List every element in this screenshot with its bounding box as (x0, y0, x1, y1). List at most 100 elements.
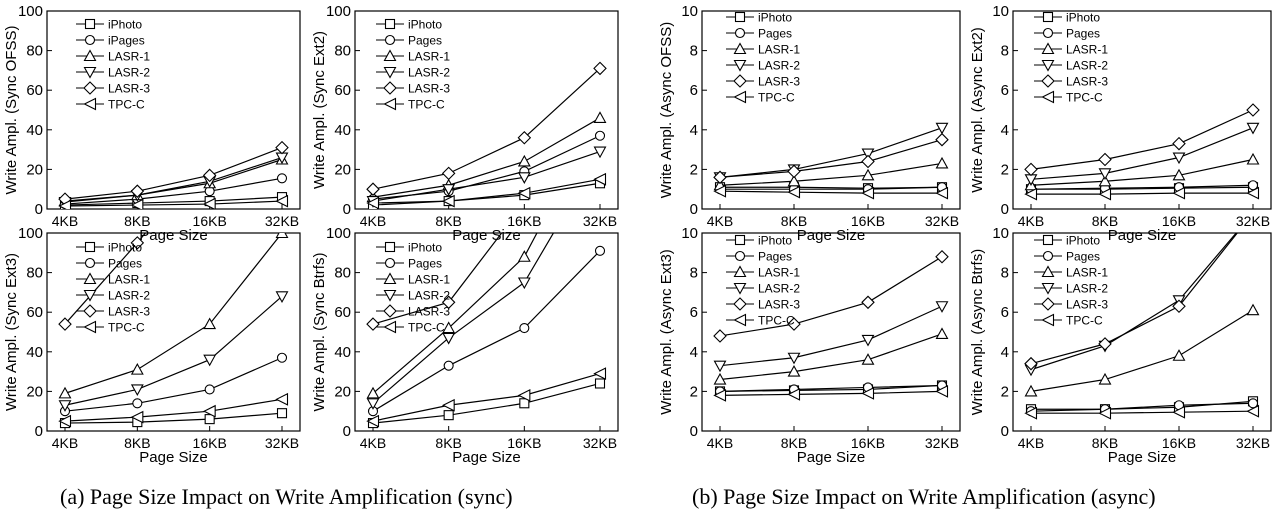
data-point (441, 194, 455, 208)
series-line-3 (1030, 158, 1254, 186)
y-tick-label: 4 (690, 122, 698, 139)
y-tick-label: 0 (343, 423, 351, 440)
legend-entry: LASR-3 (1066, 75, 1108, 89)
data-point (935, 249, 949, 264)
data-point (935, 385, 949, 398)
data-point (593, 172, 607, 186)
legend-marker (1042, 11, 1054, 23)
x-tick-label: 32KB (1236, 435, 1270, 451)
data-point (713, 170, 727, 185)
legend-marker (1041, 59, 1055, 72)
legend-marker (733, 74, 747, 88)
data-point (594, 378, 606, 389)
legend-marker (1041, 313, 1055, 327)
data-point (443, 410, 454, 421)
legend-marker (83, 304, 97, 318)
legend: iPhoto Pages LASR-1 LASR-2 LASR-3 TPC-C (1034, 234, 1108, 328)
y-tick-label: 0 (690, 201, 698, 218)
legend-entry: LASR-2 (1066, 282, 1108, 296)
series-group (58, 233, 289, 429)
x-axis-label: Page Size (797, 449, 865, 466)
plot-frame (1012, 232, 1272, 432)
data-point (861, 154, 875, 169)
legend-marker (1041, 74, 1055, 88)
series-line-6 (1031, 192, 1253, 195)
chart-panel: 0 2 4 6 8 10 4KB 8KB 16KB 32KB Page Size Write Ampl… (969, 225, 1272, 466)
series-line-3 (1030, 309, 1254, 392)
data-point (58, 199, 72, 209)
legend: iPhoto Pages LASR-1 LASR-2 LASR-3 TPC-C (1034, 11, 1108, 105)
y-tick-label: 6 (690, 82, 698, 99)
data-point (935, 327, 949, 340)
legend-entry: Pages (758, 27, 792, 41)
data-point (275, 194, 289, 208)
series-line-6 (64, 200, 283, 207)
legend-marker (1041, 282, 1055, 295)
data-point (130, 184, 145, 198)
chart-panel: 0 20 40 60 80 100 4KB 8KB 16KB 32KB Page Size Write… (311, 225, 619, 466)
legend-marker (384, 34, 396, 46)
x-axis-label: Page Size (139, 227, 207, 244)
y-tick-label: 0 (690, 423, 698, 440)
data-point (275, 291, 289, 304)
data-point (935, 301, 949, 313)
data-point (1246, 404, 1260, 418)
series-line-4 (719, 127, 943, 178)
legend-marker (84, 241, 96, 253)
data-point (203, 317, 217, 330)
legend-marker (384, 257, 396, 269)
x-tick-label: 32KB (583, 213, 617, 229)
series-line-4 (372, 233, 555, 404)
legend-marker (734, 11, 746, 23)
series-line-6 (719, 190, 942, 194)
x-axis-label: Page Size (452, 449, 520, 466)
plot-frame (354, 10, 619, 210)
data-point (1246, 186, 1260, 200)
series-line-5 (64, 147, 283, 200)
legend-entry: LASR-3 (758, 75, 800, 89)
x-tick-label: 8KB (781, 435, 807, 451)
x-axis-label: Page Size (452, 227, 520, 244)
series-line-1 (372, 382, 601, 424)
legend-entry: LASR-1 (408, 50, 450, 64)
data-point (442, 332, 456, 345)
data-point (203, 354, 217, 367)
series-line-2 (1030, 402, 1254, 412)
data-point (593, 367, 607, 380)
plot-frame (46, 10, 301, 210)
series-group (1024, 233, 1260, 420)
data-point (276, 352, 288, 363)
data-point (861, 386, 875, 400)
data-point (1098, 187, 1112, 201)
y-tick-label: 2 (1001, 161, 1009, 178)
data-point (202, 404, 216, 418)
legend-entry: TPC-C (758, 91, 795, 105)
chart-panel: 0 20 40 60 80 100 4KB 8KB 16KB 32KB Page Size Write… (3, 225, 301, 466)
y-tick-label: 60 (334, 304, 351, 321)
series-line-2 (720, 186, 943, 190)
data-point (519, 322, 530, 334)
series-line-2 (1030, 184, 1254, 190)
legend-marker (83, 320, 97, 334)
y-tick-label: 80 (26, 43, 43, 60)
data-point (517, 154, 531, 167)
legend-entry: LASR-2 (758, 59, 800, 73)
data-point (366, 414, 380, 428)
data-point (1247, 180, 1259, 191)
series-group (713, 249, 949, 402)
data-point (1172, 349, 1186, 361)
legend-entry: iPhoto (108, 18, 142, 32)
x-tick-label: 32KB (925, 435, 959, 451)
legend-marker (733, 297, 747, 311)
y-tick-label: 4 (1001, 344, 1009, 361)
data-point (366, 196, 380, 209)
chart-panel: 0 20 40 60 80 100 4KB 8KB 16KB 32KB Page Size Write… (311, 3, 619, 244)
legend-entry: Pages (408, 257, 442, 271)
series-group (713, 122, 949, 200)
data-point (861, 353, 875, 365)
y-axis-label: Write Ampl. (Async OFSS) (658, 22, 675, 198)
legend-entry: iPhoto (758, 234, 792, 248)
series-line-1 (64, 196, 283, 206)
data-point (1172, 299, 1186, 314)
